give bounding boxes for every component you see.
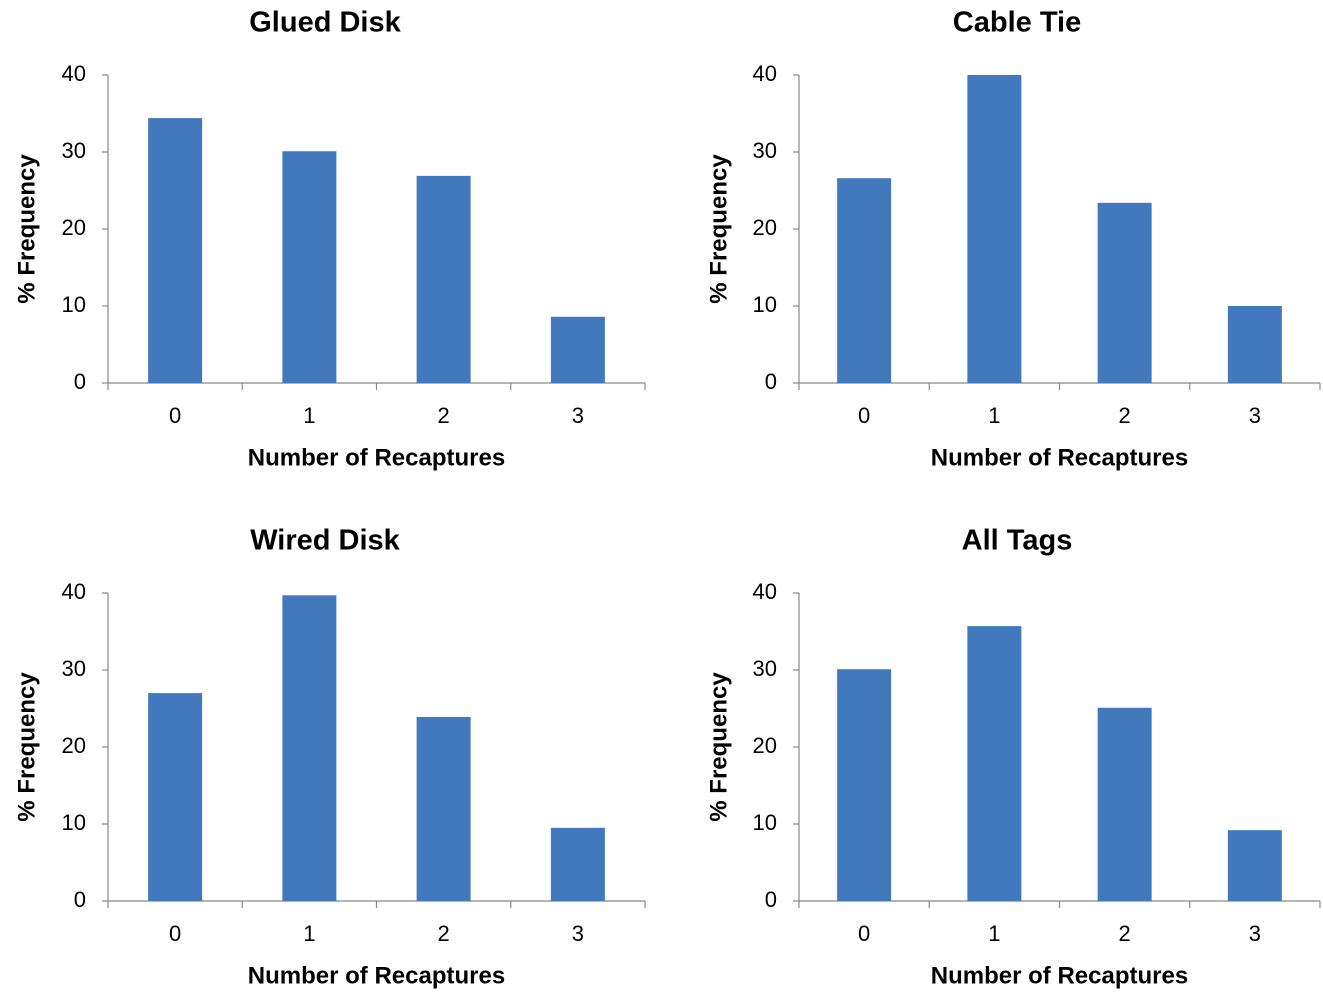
bar	[1227, 830, 1282, 901]
y-tick-label: 10	[62, 810, 86, 835]
x-tick-label: 1	[303, 403, 315, 428]
x-tick-label: 3	[1249, 921, 1261, 946]
y-axis-title: % Frequency	[705, 154, 732, 304]
x-axis-title: Number of Recaptures	[248, 444, 505, 471]
bar	[837, 669, 892, 901]
y-axis-title: % Frequency	[705, 672, 732, 822]
chart-title: Cable Tie	[953, 7, 1081, 39]
bar	[416, 716, 471, 901]
x-tick-label: 3	[572, 921, 584, 946]
y-tick-label: 30	[753, 656, 777, 681]
bar	[416, 175, 471, 383]
y-axis-title: % Frequency	[13, 154, 40, 304]
bar	[282, 595, 337, 901]
x-axis-title: Number of Recaptures	[931, 962, 1188, 989]
x-tick-label: 1	[988, 403, 1000, 428]
chart-title: Glued Disk	[249, 7, 401, 39]
y-tick-label: 20	[753, 215, 777, 240]
y-tick-label: 40	[62, 579, 86, 604]
y-tick-label: 0	[765, 369, 777, 394]
bar	[550, 827, 605, 901]
bar	[967, 626, 1022, 901]
y-tick-label: 30	[62, 138, 86, 163]
x-tick-label: 0	[169, 403, 181, 428]
y-tick-label: 10	[753, 810, 777, 835]
y-tick-label: 10	[62, 292, 86, 317]
x-tick-label: 1	[988, 921, 1000, 946]
chart-title: Wired Disk	[250, 525, 400, 557]
x-tick-label: 0	[169, 921, 181, 946]
bar	[148, 118, 203, 384]
bar	[837, 178, 892, 383]
bar	[1097, 202, 1152, 383]
x-axis-title: Number of Recaptures	[248, 962, 505, 989]
y-tick-label: 40	[753, 579, 777, 604]
y-tick-label: 30	[62, 656, 86, 681]
y-tick-label: 10	[753, 292, 777, 317]
x-tick-label: 3	[572, 403, 584, 428]
bar	[148, 693, 203, 901]
y-tick-label: 0	[74, 369, 86, 394]
chart-title: All Tags	[962, 525, 1073, 557]
x-tick-label: 1	[303, 921, 315, 946]
y-tick-label: 20	[62, 215, 86, 240]
x-tick-label: 3	[1249, 403, 1261, 428]
y-tick-label: 30	[753, 138, 777, 163]
y-tick-label: 0	[765, 887, 777, 912]
y-tick-label: 20	[62, 733, 86, 758]
bar	[550, 316, 605, 383]
bar	[1227, 306, 1282, 383]
x-tick-label: 0	[858, 921, 870, 946]
y-tick-label: 40	[62, 61, 86, 86]
bar	[967, 75, 1022, 383]
bar	[1097, 707, 1152, 901]
y-tick-label: 0	[74, 887, 86, 912]
x-axis-title: Number of Recaptures	[931, 444, 1188, 471]
x-tick-label: 2	[1119, 403, 1131, 428]
y-tick-label: 40	[753, 61, 777, 86]
x-tick-label: 0	[858, 403, 870, 428]
x-tick-label: 2	[438, 921, 450, 946]
y-tick-label: 20	[753, 733, 777, 758]
x-tick-label: 2	[1119, 921, 1131, 946]
x-tick-label: 2	[438, 403, 450, 428]
bar	[282, 151, 337, 383]
y-axis-title: % Frequency	[13, 672, 40, 822]
